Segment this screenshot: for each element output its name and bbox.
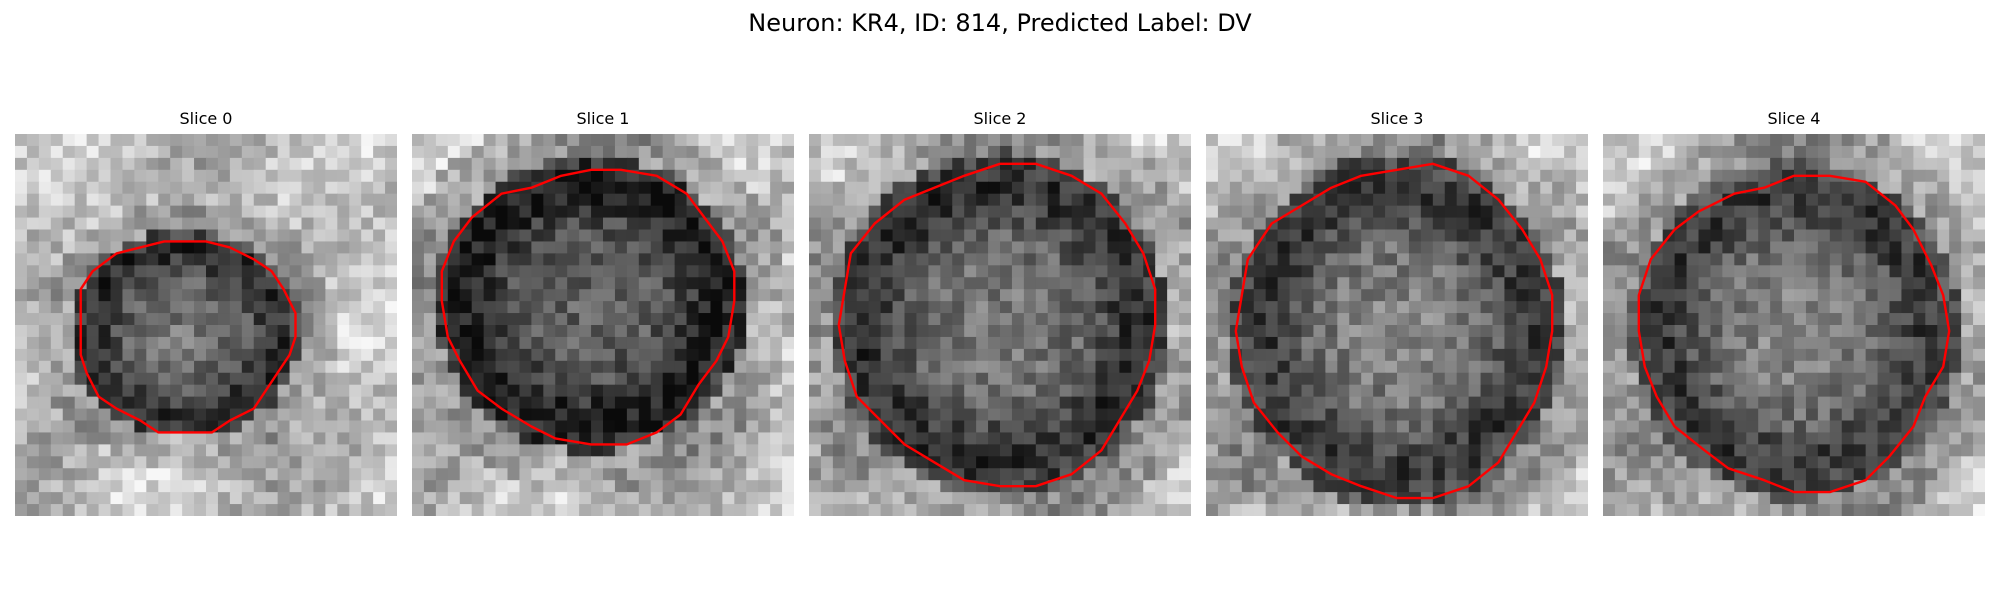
slice-image-0	[15, 134, 397, 516]
slice-pixels	[15, 134, 397, 516]
slice-title-0: Slice 0	[179, 109, 233, 128]
slice-panel-2: Slice 2	[809, 108, 1191, 516]
slice-image-1	[412, 134, 794, 516]
slice-panel-4: Slice 4	[1603, 108, 1985, 516]
slice-panel-0: Slice 0	[15, 108, 397, 516]
segmentation-outline	[837, 162, 1157, 488]
figure-title: Neuron: KR4, ID: 814, Predicted Label: D…	[748, 9, 1252, 37]
segmentation-outline	[1234, 162, 1554, 500]
slice-image-4	[1603, 134, 1985, 516]
slice-panel-1: Slice 1	[412, 108, 794, 516]
slice-image-2	[809, 134, 1191, 516]
slice-pixels	[1206, 134, 1588, 516]
slice-title-4: Slice 4	[1767, 109, 1821, 128]
slice-pixels	[412, 134, 794, 516]
slice-title-2: Slice 2	[973, 109, 1027, 128]
segmentation-outline	[1637, 174, 1951, 494]
segmentation-outline	[79, 240, 297, 434]
slice-pixels	[809, 134, 1191, 516]
slice-panel-3: Slice 3	[1206, 108, 1588, 516]
slice-image-3	[1206, 134, 1588, 516]
slice-title-1: Slice 1	[576, 109, 630, 128]
segmentation-outline	[440, 168, 736, 446]
slice-pixels	[1603, 134, 1985, 516]
slice-title-3: Slice 3	[1370, 109, 1424, 128]
